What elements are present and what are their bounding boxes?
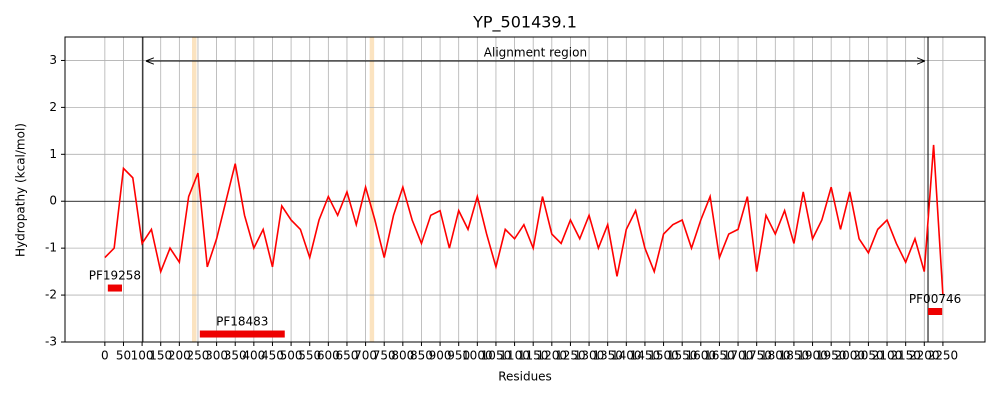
x-tick-label: 1950: [816, 349, 847, 363]
x-tick-label: 1850: [779, 349, 810, 363]
y-tick-label: -1: [45, 241, 57, 255]
domain-label: PF00746: [909, 292, 961, 306]
x-tick-label: 300: [205, 349, 228, 363]
y-tick-label: -2: [45, 288, 57, 302]
y-tick-label: 2: [49, 100, 57, 114]
region-label: Alignment region: [484, 46, 587, 60]
x-tick-label: 1000: [462, 349, 493, 363]
x-tick-label: 1700: [723, 349, 754, 363]
x-tick-label: 2250: [928, 349, 959, 363]
x-tick-label: 1450: [630, 349, 661, 363]
x-tick-label: 1650: [704, 349, 735, 363]
x-tick-label: 1350: [592, 349, 623, 363]
x-tick-label: 1550: [667, 349, 698, 363]
x-tick-label: 200: [168, 349, 191, 363]
x-tick-label: 650: [336, 349, 359, 363]
hydropathy-line: [104, 144, 944, 296]
x-tick-label: 1800: [760, 349, 791, 363]
x-tick-label: 1050: [481, 349, 512, 363]
x-axis-label: Residues: [498, 370, 552, 384]
x-tick-label: 1300: [574, 349, 605, 363]
domain-bar: [107, 284, 122, 292]
chart-title: YP_501439.1: [472, 13, 577, 33]
x-tick-label: 500: [280, 349, 303, 363]
x-tick-label: 1900: [797, 349, 828, 363]
x-tick-label: 900: [429, 349, 452, 363]
domain-bar: [199, 330, 285, 338]
x-tick-label: 800: [391, 349, 414, 363]
x-tick-label: 250: [187, 349, 210, 363]
x-tick-label: 600: [317, 349, 340, 363]
domain-label: PF19258: [89, 269, 141, 283]
x-tick-label: 1150: [518, 349, 549, 363]
x-tick-label: 1100: [499, 349, 530, 363]
highlight-band: [369, 37, 375, 342]
x-tick-label: 1750: [741, 349, 772, 363]
x-tick-label: 2000: [835, 349, 866, 363]
highlight-band: [192, 37, 197, 342]
y-tick-label: 0: [49, 194, 57, 208]
x-tick-label: 350: [224, 349, 247, 363]
x-tick-label: 100: [131, 349, 154, 363]
y-tick-label: 1: [49, 147, 57, 161]
x-tick-label: 1250: [555, 349, 586, 363]
x-tick-label: 450: [261, 349, 284, 363]
x-tick-label: 400: [242, 349, 265, 363]
x-tick-label: 700: [354, 349, 377, 363]
x-tick-label: 850: [410, 349, 433, 363]
x-tick-label: 1200: [537, 349, 568, 363]
plot-frame: [64, 36, 986, 343]
x-tick-label: 50: [116, 349, 131, 363]
domain-label: PF18483: [216, 315, 268, 329]
x-tick-label: 2100: [872, 349, 903, 363]
x-tick-label: 0: [101, 349, 109, 363]
y-axis-label: Hydropathy (kcal/mol): [14, 123, 28, 257]
x-tick-label: 1400: [611, 349, 642, 363]
x-tick-label: 2150: [890, 349, 921, 363]
y-tick-label: -3: [45, 335, 57, 349]
x-tick-label: 750: [373, 349, 396, 363]
x-tick-label: 1600: [686, 349, 717, 363]
y-tick-label: 3: [49, 53, 57, 67]
x-tick-label: 1500: [648, 349, 679, 363]
x-tick-label: 2050: [853, 349, 884, 363]
x-tick-label: 550: [298, 349, 321, 363]
x-tick-label: 950: [447, 349, 470, 363]
domain-bar: [928, 308, 943, 315]
x-tick-label: 2200: [909, 349, 940, 363]
x-tick-label: 150: [149, 349, 172, 363]
